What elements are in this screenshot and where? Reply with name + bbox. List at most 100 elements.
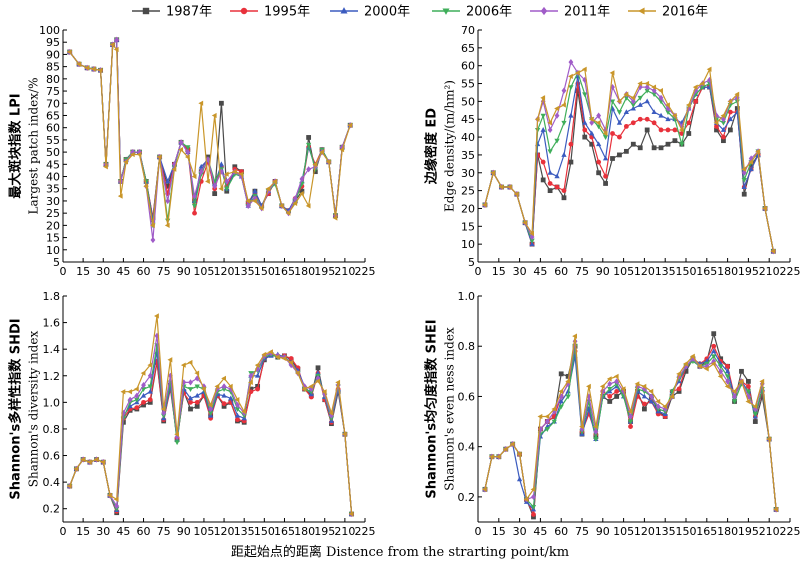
data-point	[642, 406, 647, 412]
data-point	[261, 351, 267, 358]
data-point	[540, 113, 546, 119]
x-tick-label: 210	[334, 265, 355, 278]
data-point	[252, 188, 258, 194]
x-tick-label: 135	[234, 265, 255, 278]
data-point	[699, 80, 705, 87]
data-point	[683, 361, 688, 367]
data-point	[685, 102, 691, 108]
data-point	[734, 91, 740, 97]
data-point	[565, 378, 571, 385]
data-point	[628, 413, 633, 420]
data-point	[637, 80, 643, 87]
data-point	[522, 220, 528, 226]
data-point	[745, 389, 752, 395]
data-point	[530, 486, 536, 492]
data-point	[655, 398, 661, 405]
x-tick-label: 30	[513, 525, 527, 538]
y-tick-label: 1.0	[458, 290, 476, 303]
x-tick-label: 150	[254, 525, 275, 538]
data-point	[248, 386, 254, 392]
data-point	[596, 159, 602, 165]
data-point	[727, 116, 734, 122]
legend-label: 2016年	[662, 5, 708, 20]
data-point	[641, 383, 647, 390]
data-point	[648, 388, 654, 395]
data-point	[255, 386, 261, 392]
y-tick-label: 55	[46, 134, 60, 147]
data-point	[103, 164, 108, 170]
data-point	[554, 112, 560, 119]
data-point	[140, 370, 146, 376]
data-point	[212, 191, 218, 197]
data-point	[178, 139, 184, 146]
data-point	[773, 506, 779, 513]
series-2011年	[67, 36, 353, 244]
data-point	[665, 110, 671, 115]
data-point	[565, 388, 571, 394]
data-point	[582, 76, 588, 84]
x-tick-label: 180	[717, 525, 738, 538]
y-tick-label: 35	[46, 183, 60, 196]
data-point	[516, 476, 523, 482]
legend-label: 2011年	[564, 5, 610, 20]
data-point	[676, 386, 682, 392]
data-point	[623, 123, 629, 129]
y-tick-label: 25	[461, 185, 475, 198]
data-point	[596, 170, 602, 176]
data-point	[607, 380, 613, 388]
data-point	[245, 198, 251, 204]
data-point	[721, 134, 726, 140]
data-point	[655, 403, 661, 410]
data-point	[147, 384, 153, 390]
data-point	[582, 127, 588, 133]
data-point	[651, 145, 657, 151]
data-point	[595, 120, 601, 126]
data-point	[748, 163, 754, 169]
legend-item: 2006年	[432, 5, 512, 20]
series-1995年	[482, 343, 779, 517]
series-2016年	[66, 42, 353, 229]
data-point	[623, 95, 630, 101]
legend-marker	[340, 7, 348, 14]
y-axis-label: Shannon's均匀度指数 SHEI	[424, 319, 440, 498]
y-tick-label: 10	[461, 238, 475, 251]
data-point	[637, 95, 643, 101]
data-point	[582, 92, 588, 98]
data-point	[235, 417, 240, 423]
y-axis-sublabel: Shannon's even ness index	[443, 327, 457, 491]
data-point	[540, 127, 546, 132]
x-tick-label: 15	[492, 265, 506, 278]
data-point	[644, 127, 650, 133]
data-point	[616, 119, 623, 125]
data-point	[644, 116, 650, 122]
data-point	[651, 120, 657, 126]
y-axis-sublabel: Edge density/(m/hm²)	[443, 80, 457, 212]
data-point	[495, 454, 501, 460]
y-tick-label: 95	[46, 36, 60, 49]
data-point	[589, 141, 595, 147]
x-tick-label: 210	[759, 525, 780, 538]
data-point	[288, 362, 294, 369]
data-point	[490, 170, 496, 176]
x-tick-label: 165	[696, 525, 717, 538]
data-point	[188, 379, 193, 386]
data-point	[141, 381, 146, 389]
data-point	[609, 99, 616, 105]
data-point	[658, 127, 664, 133]
data-point	[561, 188, 567, 194]
data-point	[312, 161, 318, 167]
data-point	[315, 365, 321, 371]
x-axis-label: 距起始点的距离 Distence from the strarting poin…	[231, 544, 569, 560]
y-tick-label: 70	[461, 24, 475, 37]
data-point	[187, 395, 194, 401]
data-point	[516, 451, 522, 457]
data-point	[602, 155, 609, 161]
data-point	[335, 379, 341, 386]
lpi-panel: 5101520253035404550556065707580859095100…	[8, 24, 376, 278]
data-point	[301, 386, 307, 392]
data-point	[205, 178, 210, 185]
data-point	[547, 126, 553, 134]
data-point	[711, 331, 717, 337]
x-tick-label: 0	[60, 265, 67, 278]
data-point	[531, 493, 536, 501]
